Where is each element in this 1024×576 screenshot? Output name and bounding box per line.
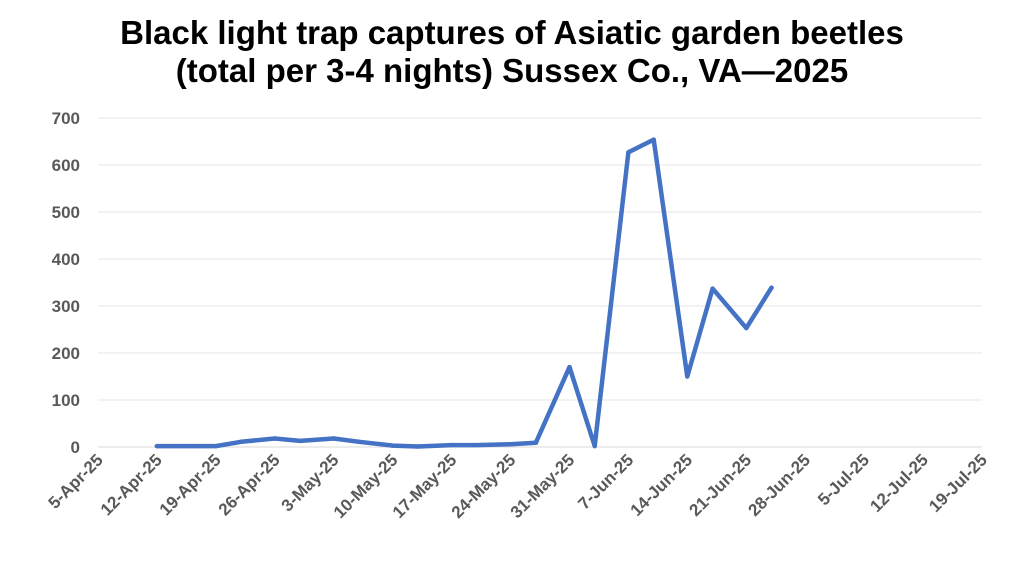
data-point <box>592 443 597 449</box>
data-point <box>180 443 185 449</box>
data-point <box>474 442 480 448</box>
data-point <box>508 442 513 447</box>
y-tick-label: 300 <box>52 297 80 316</box>
x-tick-label: 7-Jun-25 <box>574 450 637 513</box>
y-axis-ticks: 0 100 200 300 400 500 600 700 <box>52 109 80 457</box>
y-tick-label: 600 <box>52 156 80 175</box>
data-point <box>238 439 244 444</box>
data-point <box>415 444 421 449</box>
x-axis-ticks: 5-Apr-2512-Apr-2519-Apr-2526-Apr-253-May… <box>45 450 991 522</box>
y-tick-label: 100 <box>52 391 80 410</box>
x-tick-label: 28-Jun-25 <box>744 450 814 520</box>
y-tick-label: 500 <box>52 203 80 222</box>
x-tick-label: 26-Apr-25 <box>215 450 284 519</box>
data-point <box>685 374 690 379</box>
data-point <box>272 436 277 441</box>
data-point <box>651 137 656 142</box>
data-point <box>710 286 715 291</box>
chart-title: Black light trap captures of Asiatic gar… <box>0 14 1024 90</box>
data-point <box>390 443 395 448</box>
series-layer <box>154 137 774 449</box>
data-point <box>356 439 362 444</box>
x-tick-label: 31-May-25 <box>507 450 579 522</box>
x-tick-label: 12-Jul-25 <box>866 450 932 516</box>
data-point <box>567 364 572 370</box>
x-tick-label: 5-Jul-25 <box>814 450 873 509</box>
data-point <box>154 443 160 449</box>
data-point <box>769 285 774 290</box>
data-point <box>449 442 454 448</box>
x-tick-label: 12-Apr-25 <box>97 450 166 519</box>
data-point <box>297 438 303 444</box>
x-tick-label: 21-Jun-25 <box>686 450 756 520</box>
x-tick-label: 5-Apr-25 <box>45 450 107 512</box>
data-point <box>331 436 336 441</box>
data-point <box>533 440 538 445</box>
y-tick-label: 0 <box>71 438 80 457</box>
chart-title-line-2: (total per 3-4 nights) Sussex Co., VA—20… <box>175 52 849 89</box>
gridlines <box>98 117 982 448</box>
y-tick-label: 200 <box>52 344 80 363</box>
x-tick-label: 19-Apr-25 <box>156 450 225 519</box>
x-tick-label: 14-Jun-25 <box>627 450 697 520</box>
y-tick-label: 400 <box>52 250 80 269</box>
y-tick-label: 700 <box>52 109 80 128</box>
data-point <box>213 443 219 449</box>
data-point <box>744 325 749 331</box>
data-point <box>626 150 631 155</box>
chart-title-line-1: Black light trap captures of Asiatic gar… <box>120 14 904 51</box>
x-tick-label: 19-Jul-25 <box>925 450 991 516</box>
series-line <box>154 137 774 449</box>
